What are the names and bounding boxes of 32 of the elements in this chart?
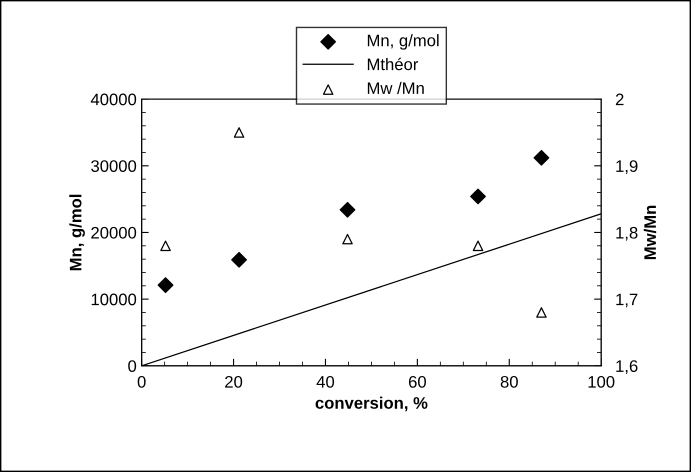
point	[340, 202, 356, 218]
x-tick-label: 20	[225, 376, 242, 388]
legend-label: Mn, g/mol	[368, 34, 439, 50]
y2-tick-label: 1,8	[616, 226, 638, 241]
x-tick-label: 60	[408, 376, 426, 388]
point	[472, 240, 484, 252]
point	[534, 150, 550, 166]
y-tick-label: 40000	[90, 94, 136, 106]
x-axis-title: conversion, %	[316, 396, 428, 412]
point	[158, 277, 174, 294]
y-tick-label: 10000	[92, 294, 136, 306]
y2-tick-label: 1,9	[616, 160, 638, 174]
y-tick-label: 30000	[91, 160, 136, 172]
x-tick-label: 40	[316, 376, 334, 388]
y-tick-label: 20000	[91, 226, 136, 239]
y2-tick-label: 1,7	[616, 294, 638, 308]
x-tick-label: 0	[138, 376, 146, 388]
point	[160, 240, 171, 252]
x-tick-label: 100	[588, 376, 614, 388]
legend-label: Mw /Mn	[368, 82, 424, 94]
y2-axis-title: Mw/Mn	[644, 206, 656, 260]
point	[470, 188, 486, 204]
x-tick-label: 80	[500, 376, 518, 388]
point	[234, 127, 244, 138]
y-tick-label: 0	[128, 360, 136, 372]
point	[231, 252, 247, 268]
y-axis-title: Mn, g/mol	[69, 194, 85, 270]
point	[536, 307, 547, 318]
y2-tick-label: 2	[616, 94, 624, 106]
point	[342, 234, 353, 244]
legend-label: Mthéor	[368, 58, 418, 70]
y2-tick-label: 1,6	[616, 360, 638, 374]
